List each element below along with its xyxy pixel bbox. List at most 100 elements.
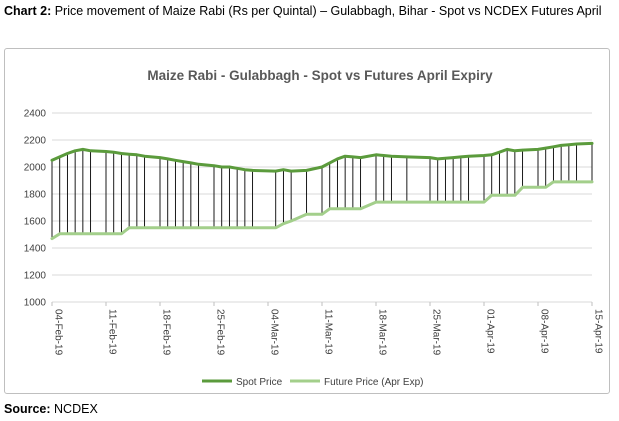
spot-price-point bbox=[490, 153, 493, 157]
x-tick-label: 04-Feb-19 bbox=[53, 309, 64, 356]
spot-price-point bbox=[143, 155, 146, 158]
future-price-point bbox=[436, 200, 439, 204]
future-price-point bbox=[112, 232, 115, 236]
spot-price-point bbox=[197, 163, 200, 166]
series-lines bbox=[50, 141, 594, 241]
spot-price-point bbox=[127, 152, 131, 156]
spot-price-point bbox=[459, 155, 463, 159]
x-tick-label: 11-Mar-19 bbox=[323, 309, 334, 355]
future-price-point bbox=[513, 194, 517, 197]
future-price-point bbox=[328, 207, 331, 211]
maize-price-chart: Maize Rabi - Gulabbagh - Spot vs Futures… bbox=[24, 68, 604, 388]
spot-price-point bbox=[58, 155, 61, 159]
legend: Spot Price Future Price (Apr Exp) bbox=[202, 377, 423, 388]
future-price-point bbox=[197, 226, 200, 229]
future-price-point bbox=[544, 186, 547, 189]
spot-price-point bbox=[536, 148, 540, 151]
spot-price-point bbox=[505, 148, 509, 151]
future-price-point bbox=[89, 232, 92, 236]
future-price-point bbox=[428, 200, 432, 204]
x-tick-label: 25-Mar-19 bbox=[431, 309, 442, 356]
future-price-point bbox=[575, 180, 578, 184]
spot-price-point bbox=[428, 156, 432, 159]
spot-price-point bbox=[559, 144, 563, 147]
future-price-point bbox=[405, 200, 409, 204]
future-price-point bbox=[444, 200, 447, 204]
spot-price-point bbox=[66, 152, 69, 155]
legend-spot-label: Spot Price bbox=[236, 377, 283, 388]
future-price-point bbox=[166, 226, 169, 229]
y-tick-label: 2200 bbox=[24, 136, 47, 147]
spot-price-point bbox=[181, 160, 185, 163]
spot-price-point bbox=[567, 143, 571, 146]
x-tick-label: 08-Apr-19 bbox=[539, 309, 550, 354]
y-tick-label: 1800 bbox=[24, 190, 47, 201]
spot-price-point bbox=[73, 149, 77, 152]
spot-price-point bbox=[328, 161, 331, 165]
y-tick-label: 2000 bbox=[24, 163, 47, 174]
spot-price-point bbox=[166, 157, 169, 161]
x-axis-ticks: 04-Feb-19 11-Feb-19 18-Feb-19 25-Feb-19 04-M… bbox=[51, 302, 604, 356]
future-price-point bbox=[567, 180, 571, 184]
spot-price-point bbox=[590, 142, 594, 145]
future-price-point bbox=[382, 200, 385, 204]
future-price-point bbox=[189, 226, 193, 229]
future-price-point bbox=[351, 207, 355, 211]
x-tick-label: 15-Apr-19 bbox=[593, 309, 604, 354]
future-price-point bbox=[81, 232, 85, 236]
future-price-point bbox=[305, 213, 308, 216]
source-text: NCDEX bbox=[54, 402, 98, 416]
spot-price-point bbox=[552, 145, 555, 148]
spot-price-point bbox=[467, 155, 470, 158]
chart-caption: Chart 2: Price movement of Maize Rabi (R… bbox=[4, 3, 615, 19]
spot-price-point bbox=[120, 152, 123, 155]
spot-price-point bbox=[189, 161, 193, 165]
spot-price-point bbox=[235, 167, 239, 170]
future-price-point bbox=[505, 194, 509, 197]
caption-label: Chart 2: bbox=[4, 4, 52, 18]
future-price-point bbox=[482, 200, 486, 204]
future-price-point bbox=[143, 226, 146, 229]
future-price-point bbox=[135, 226, 139, 229]
future-price-point bbox=[289, 219, 293, 223]
future-price-point bbox=[243, 226, 247, 229]
future-price-point bbox=[73, 232, 77, 236]
spot-price-point bbox=[436, 157, 439, 161]
future-price-point bbox=[359, 207, 362, 211]
spot-price-point bbox=[451, 156, 455, 159]
future-price-point bbox=[212, 226, 216, 229]
spot-price-point bbox=[228, 165, 231, 169]
spot-price-point bbox=[305, 169, 308, 172]
future-price-point bbox=[374, 200, 378, 204]
x-tick-label: 18-Mar-19 bbox=[377, 309, 388, 356]
chart-title: Maize Rabi - Gulabbagh - Spot vs Futures… bbox=[147, 68, 493, 83]
spot-price-point bbox=[359, 156, 362, 159]
future-price-point bbox=[343, 207, 347, 211]
caption-text: Price movement of Maize Rabi (Rs per Qui… bbox=[54, 4, 602, 18]
legend-future-label: Future Price (Apr Exp) bbox=[324, 377, 423, 388]
spot-price-point bbox=[89, 149, 92, 152]
future-price-point bbox=[590, 180, 594, 184]
spot-price-point bbox=[390, 155, 393, 158]
spot-price-point bbox=[521, 148, 524, 152]
future-price-point bbox=[274, 226, 277, 229]
spot-price-point bbox=[282, 168, 285, 171]
future-price-point bbox=[66, 232, 69, 236]
spot-price-point bbox=[351, 155, 355, 159]
future-price-point bbox=[181, 226, 185, 229]
future-price-point bbox=[158, 226, 162, 229]
future-price-point bbox=[282, 222, 285, 225]
spot-price-point bbox=[513, 149, 517, 152]
y-tick-label: 1200 bbox=[24, 271, 47, 282]
y-tick-label: 2400 bbox=[24, 109, 47, 120]
future-price-point bbox=[459, 200, 463, 204]
spot-price-point bbox=[158, 156, 162, 159]
future-price-point bbox=[521, 186, 524, 189]
future-price-point bbox=[498, 194, 501, 197]
spot-price-point bbox=[174, 159, 177, 162]
spot-future-connectors bbox=[51, 143, 593, 239]
spot-price-point bbox=[81, 148, 85, 151]
spot-price-point bbox=[336, 157, 339, 161]
x-tick-label: 25-Feb-19 bbox=[215, 309, 226, 356]
future-price-point bbox=[390, 200, 393, 204]
